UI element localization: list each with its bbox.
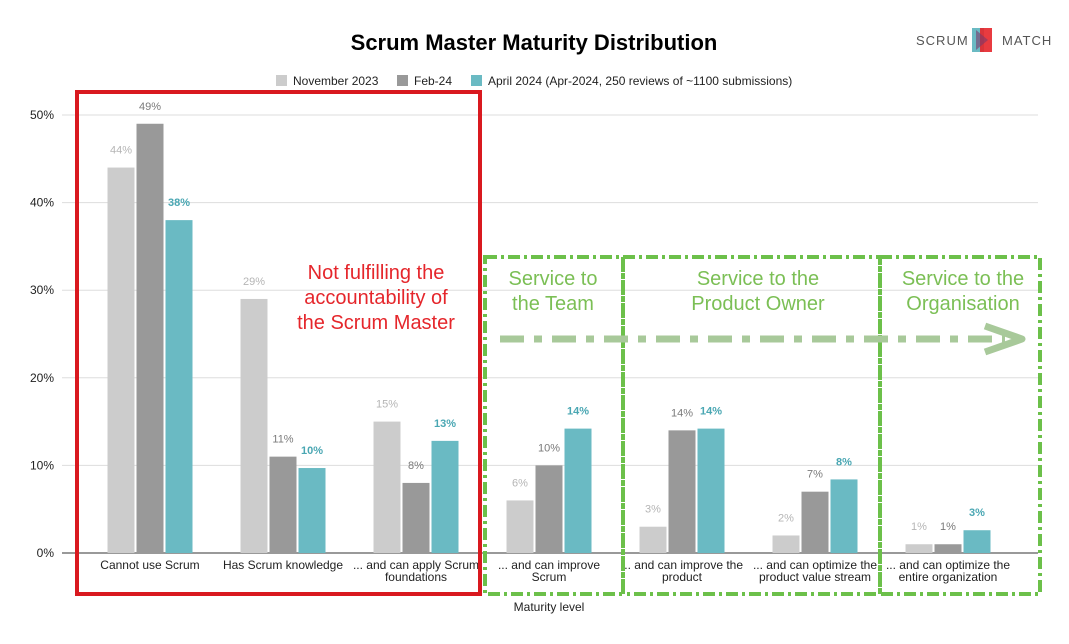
legend-swatch [276, 75, 287, 86]
x-tick-label: ... and can apply Scrum foundations [353, 558, 479, 584]
data-label: 29% [243, 276, 265, 288]
data-label: 1% [911, 521, 927, 533]
data-label: 14% [567, 406, 589, 418]
x-axis-label: Maturity level [514, 600, 585, 614]
y-axis-ticks: 0% 10% 20% 30% 40% 50% [30, 108, 54, 560]
data-label: 13% [434, 418, 456, 430]
green-annotation-boxes [483, 255, 1042, 596]
logo-mark-icon [972, 28, 992, 52]
chart-title: Scrum Master Maturity Distribution [351, 30, 718, 55]
bar [963, 530, 991, 553]
bar [136, 123, 164, 553]
data-label: 10% [301, 445, 323, 457]
bar [697, 428, 725, 553]
brand-logo: SCRUM MATCH [916, 28, 1052, 52]
x-tick-label: ... and can optimize the entire organizat… [886, 558, 1010, 584]
data-label: 8% [836, 456, 852, 468]
bar [506, 500, 534, 553]
data-label: 11% [272, 434, 293, 446]
grid [62, 114, 1038, 554]
data-label: 7% [807, 469, 823, 481]
green-annotation-label: Service to the Product Owner [691, 268, 825, 315]
legend-label: April 2024 (Apr-2024, 250 reviews of ~11… [488, 74, 792, 88]
legend-swatch [397, 75, 408, 86]
data-label: 49% [139, 101, 161, 113]
bar [107, 167, 135, 553]
legend: November 2023 Feb-24 April 2024 (Apr-2024,… [276, 74, 792, 88]
progression-arrow-icon [500, 322, 1026, 356]
data-label: 38% [168, 197, 190, 209]
x-tick-label: ... and can improve the product [621, 558, 743, 584]
green-box-product-owner [621, 255, 882, 596]
x-axis-ticks: Cannot use Scrum Has Scrum knowledge ... a… [100, 558, 1010, 584]
data-label: 15% [376, 399, 398, 411]
bar [905, 544, 933, 553]
green-box-organisation [878, 255, 1042, 596]
data-label: 1% [940, 521, 956, 533]
data-label: 14% [700, 406, 722, 418]
bar [801, 491, 829, 553]
data-label: 10% [538, 442, 560, 454]
y-tick-label: 50% [30, 108, 54, 122]
green-annotation-label: Service to the Team [509, 268, 598, 315]
bar [431, 440, 459, 553]
green-annotation-label: Service to the Organisation [902, 268, 1024, 315]
x-tick-label: ... and can improve Scrum [498, 558, 600, 584]
y-tick-label: 10% [30, 458, 54, 472]
red-annotation-text: Not fulfilling the accountability of the S… [297, 262, 455, 334]
legend-swatch [471, 75, 482, 86]
red-annotation-box [75, 90, 482, 596]
y-tick-label: 0% [37, 546, 55, 560]
bar [298, 468, 326, 553]
logo-text-right: MATCH [1002, 33, 1052, 48]
data-label: 6% [512, 477, 528, 489]
bar [165, 220, 193, 553]
bar [668, 430, 696, 553]
y-tick-label: 20% [30, 371, 54, 385]
data-label: 8% [408, 460, 424, 472]
legend-label: November 2023 [293, 74, 379, 88]
bar [535, 465, 563, 553]
bar [269, 456, 297, 553]
data-labels: 44% 29% 15% 6% 3% 2% 1% 49% 11% 8% 10% 14% 7% 1% 38% 10… [110, 101, 985, 533]
y-tick-label: 40% [30, 196, 54, 210]
x-tick-label: Cannot use Scrum [100, 558, 199, 572]
bar [639, 526, 667, 553]
legend-label: Feb-24 [414, 74, 452, 88]
data-label: 2% [778, 512, 794, 524]
bars [107, 123, 991, 553]
x-tick-label: Has Scrum knowledge [223, 558, 343, 572]
x-tick-label: ... and can optimize the product value st… [753, 558, 877, 584]
logo-text-left: SCRUM [916, 33, 969, 48]
bar [240, 298, 268, 553]
data-label: 44% [110, 145, 132, 157]
bar [772, 535, 800, 553]
red-annotation-label: Not fulfilling the accountability of the S… [297, 262, 455, 334]
y-tick-label: 30% [30, 283, 54, 297]
bar [934, 544, 962, 553]
data-label: 3% [645, 504, 661, 516]
data-label: 3% [969, 507, 985, 519]
green-annotation-text: Service to the Team Service to the Product … [509, 268, 1025, 315]
bar [564, 428, 592, 553]
bar [830, 479, 858, 553]
bar [373, 421, 401, 553]
data-label: 14% [671, 407, 693, 419]
bar [402, 482, 430, 553]
